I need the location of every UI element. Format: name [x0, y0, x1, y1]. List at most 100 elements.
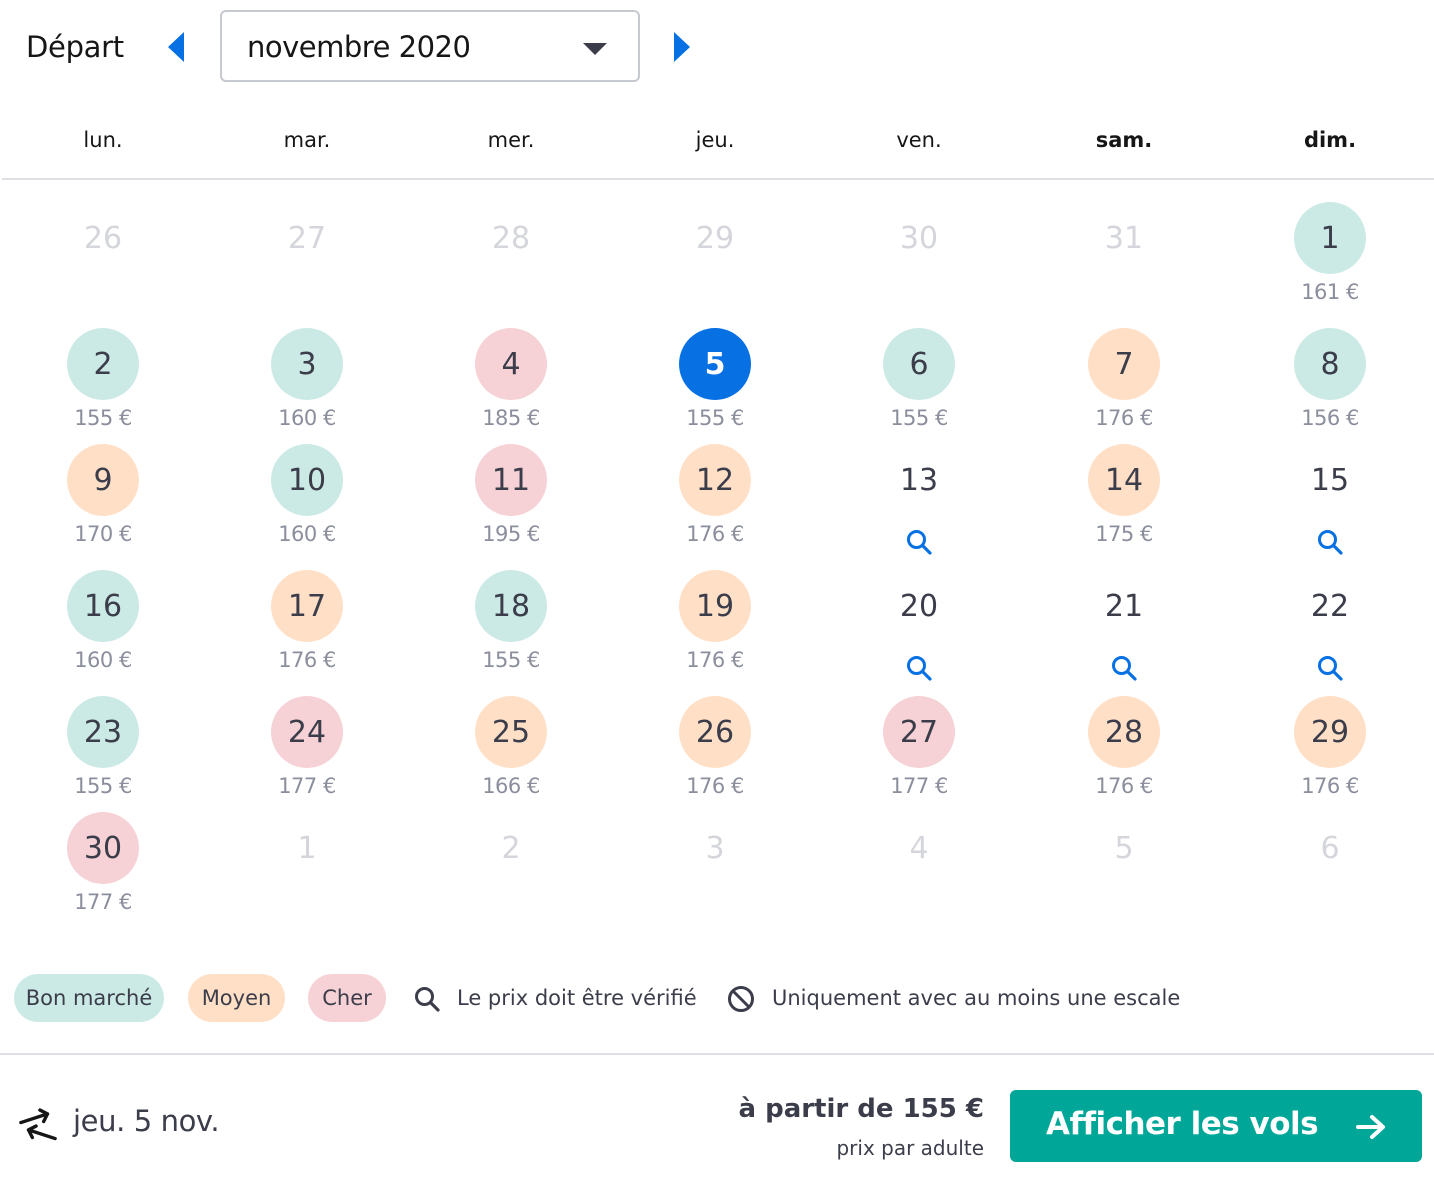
selected-date: jeu. 5 nov. — [73, 1104, 220, 1138]
day-number: 3 — [705, 830, 725, 866]
day-price: 177 € — [890, 774, 948, 798]
day-price: 155 € — [74, 406, 132, 430]
calendar-day[interactable]: 10 160 € — [217, 444, 397, 564]
date-picker-header: Départ novembre 2020 — [0, 0, 1434, 94]
calendar-day[interactable]: 13 — [829, 444, 1009, 564]
day-number: 30 — [899, 220, 939, 256]
calendar-day[interactable]: 17 176 € — [217, 570, 397, 690]
caret-right-icon — [674, 32, 690, 62]
weekday-label: ven. — [896, 128, 942, 152]
day-number: 6 — [883, 328, 955, 400]
day-price: 176 € — [278, 648, 336, 672]
caret-left-icon — [168, 32, 184, 62]
day-price: 170 € — [74, 522, 132, 546]
calendar-day[interactable]: 3 160 € — [217, 328, 397, 448]
day-number: 1 — [297, 830, 317, 866]
chevron-down-icon — [583, 43, 607, 55]
next-month-button[interactable] — [670, 30, 694, 64]
day-number: 27 — [883, 696, 955, 768]
search-icon — [907, 530, 932, 555]
calendar-day-outside-month: 1 — [217, 812, 397, 932]
day-price: 176 € — [1301, 774, 1359, 798]
show-flights-button[interactable]: Afficher les vols — [1010, 1090, 1422, 1162]
day-price: 166 € — [482, 774, 540, 798]
calendar-day[interactable]: 6 155 € — [829, 328, 1009, 448]
month-select[interactable]: novembre 2020 — [220, 10, 640, 82]
calendar-day[interactable]: 25 166 € — [421, 696, 601, 816]
weekday-header: lun. mar. mer. jeu. ven. sam. dim. — [0, 128, 1434, 160]
weekday-label: sam. — [1095, 128, 1153, 152]
day-price: 175 € — [1095, 522, 1153, 546]
search-icon — [415, 987, 440, 1012]
calendar-day-outside-month: 27 — [217, 202, 397, 322]
day-number: 2 — [67, 328, 139, 400]
calendar-day[interactable]: 18 155 € — [421, 570, 601, 690]
day-number: 2 — [501, 830, 521, 866]
day-price: 155 € — [890, 406, 948, 430]
calendar-day[interactable]: 29 176 € — [1240, 696, 1420, 816]
day-price: 176 € — [686, 648, 744, 672]
day-price: 177 € — [74, 890, 132, 914]
day-number: 26 — [679, 696, 751, 768]
calendar-day[interactable]: 11 195 € — [421, 444, 601, 564]
prohibited-icon — [728, 986, 754, 1012]
day-number: 15 — [1310, 462, 1350, 498]
legend-check-price: Le prix doit être vérifié — [457, 986, 697, 1010]
previous-month-button[interactable] — [164, 30, 188, 64]
flight-outbound-icon — [19, 1108, 57, 1141]
day-number: 11 — [475, 444, 547, 516]
legend-expensive: Cher — [308, 974, 386, 1022]
day-price: 176 € — [1095, 774, 1153, 798]
calendar-day[interactable]: 23 155 € — [13, 696, 193, 816]
search-icon — [907, 656, 932, 681]
legend-medium: Moyen — [188, 974, 285, 1022]
day-number: 24 — [271, 696, 343, 768]
calendar-day[interactable]: 5 155 € — [625, 328, 805, 448]
calendar-day[interactable]: 1 161 € — [1240, 202, 1420, 322]
calendar-day[interactable]: 7 176 € — [1034, 328, 1214, 448]
calendar-day[interactable]: 27 177 € — [829, 696, 1009, 816]
day-number: 29 — [695, 220, 735, 256]
day-number: 1 — [1294, 202, 1366, 274]
calendar-day-outside-month: 4 — [829, 812, 1009, 932]
calendar-day[interactable]: 4 185 € — [421, 328, 601, 448]
calendar-day[interactable]: 20 — [829, 570, 1009, 690]
footer-bar: jeu. 5 nov. à partir de 155 € prix par a… — [0, 1056, 1434, 1188]
day-number: 16 — [67, 570, 139, 642]
day-number: 26 — [83, 220, 123, 256]
calendar-day[interactable]: 21 — [1034, 570, 1214, 690]
calendar-day[interactable]: 28 176 € — [1034, 696, 1214, 816]
calendar-day-outside-month: 28 — [421, 202, 601, 322]
day-number: 4 — [475, 328, 547, 400]
day-number: 25 — [475, 696, 547, 768]
search-icon — [1318, 656, 1343, 681]
calendar-day[interactable]: 2 155 € — [13, 328, 193, 448]
legend-stopover: Uniquement avec au moins une escale — [772, 986, 1181, 1010]
calendar-day[interactable]: 19 176 € — [625, 570, 805, 690]
calendar-day[interactable]: 15 — [1240, 444, 1420, 564]
calendar-day-outside-month: 30 — [829, 202, 1009, 322]
weekday-label: mar. — [283, 128, 331, 152]
weekday-label: jeu. — [695, 128, 735, 152]
day-price: 161 € — [1301, 280, 1359, 304]
day-price: 195 € — [482, 522, 540, 546]
day-price: 155 € — [482, 648, 540, 672]
calendar-day[interactable]: 30 177 € — [13, 812, 193, 932]
day-number: 9 — [67, 444, 139, 516]
calendar-day[interactable]: 8 156 € — [1240, 328, 1420, 448]
day-number: 7 — [1088, 328, 1160, 400]
calendar-day[interactable]: 14 175 € — [1034, 444, 1214, 564]
calendar-day[interactable]: 22 — [1240, 570, 1420, 690]
calendar-grid: 26 27 28 29 30 31 1 161 €2 155 €3 160 €4 185 €5 155… — [0, 180, 1434, 940]
day-number: 27 — [287, 220, 327, 256]
calendar-day[interactable]: 24 177 € — [217, 696, 397, 816]
price-legend: Bon marché Moyen Cher Le prix doit être … — [0, 974, 1434, 1024]
legend-cheap: Bon marché — [14, 974, 164, 1022]
show-flights-label: Afficher les vols — [1046, 1106, 1319, 1142]
calendar-day[interactable]: 16 160 € — [13, 570, 193, 690]
calendar-day[interactable]: 12 176 € — [625, 444, 805, 564]
price-per-adult: prix par adulte — [836, 1136, 984, 1160]
day-number: 31 — [1104, 220, 1144, 256]
calendar-day[interactable]: 9 170 € — [13, 444, 193, 564]
calendar-day[interactable]: 26 176 € — [625, 696, 805, 816]
